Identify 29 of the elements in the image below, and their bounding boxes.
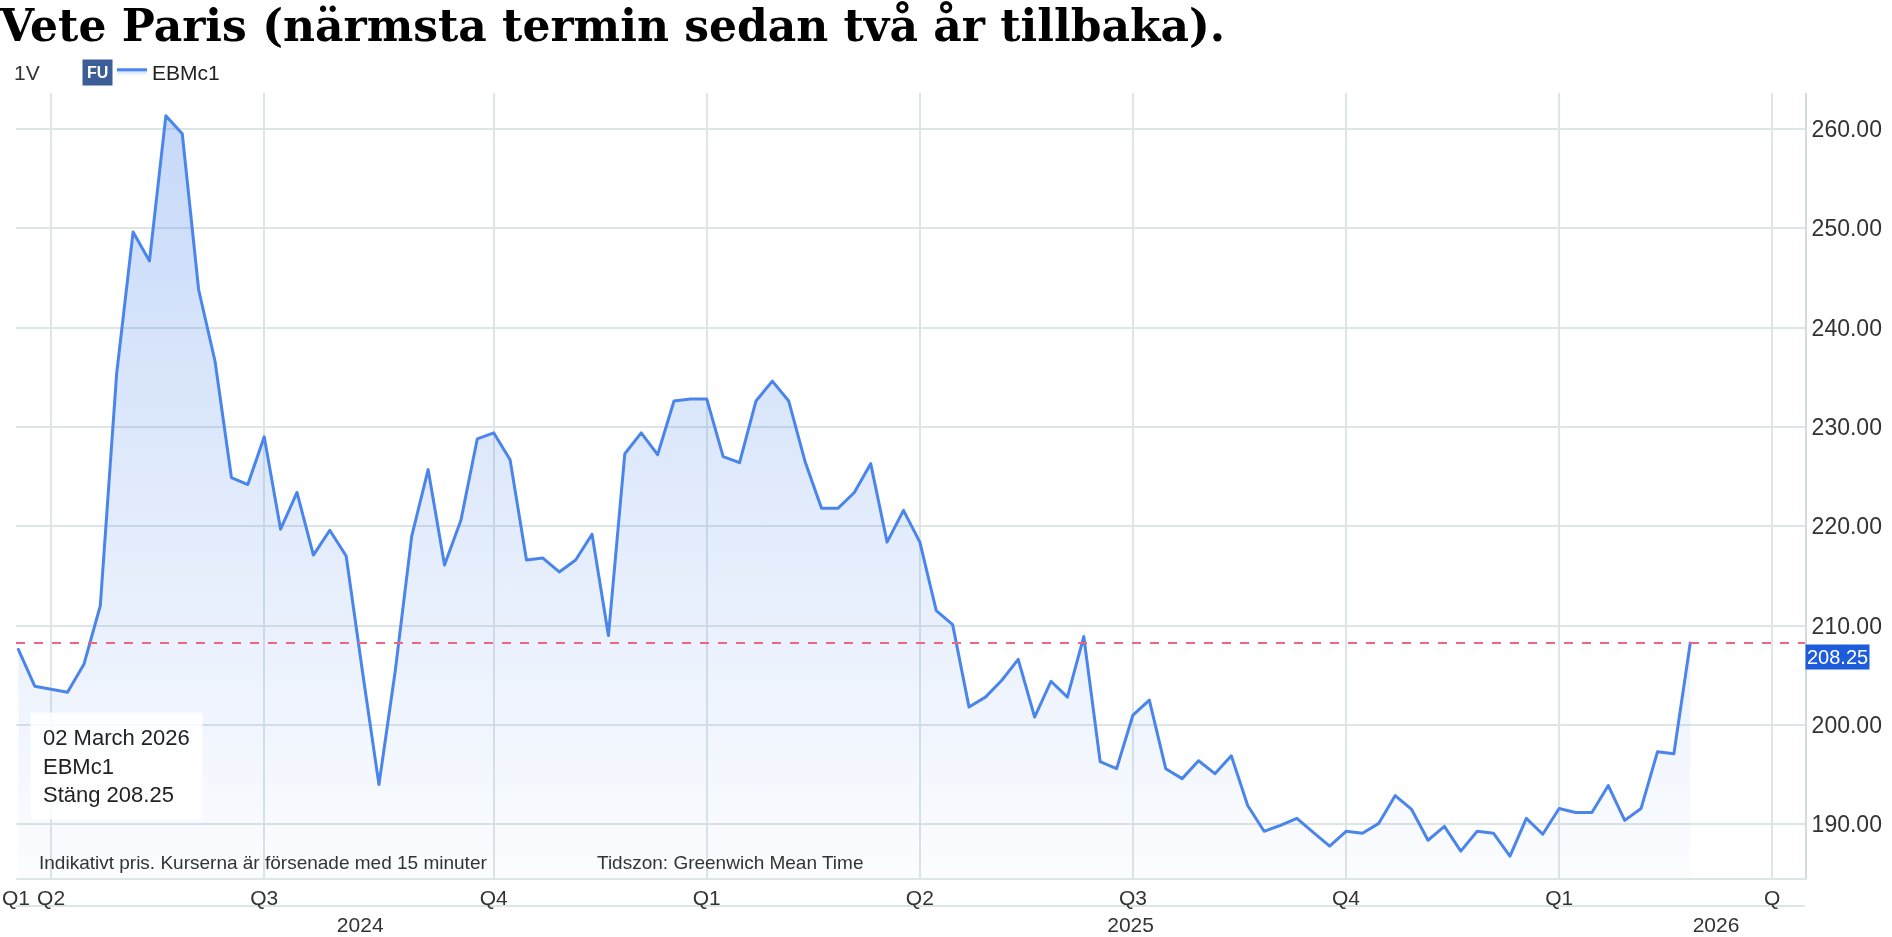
x2-tick-label: 2025 (1107, 913, 1154, 937)
x-tick-label: Q4 (1332, 886, 1361, 910)
legend-label: EBMc1 (152, 60, 220, 84)
x-tick-label: Q4 (479, 886, 509, 910)
x2-tick-label: 2024 (336, 913, 384, 937)
y-tick-label: 200.00 (1811, 712, 1882, 739)
annotation: Indikativt pris. Kurserna är försenade med 15 minuter (39, 852, 488, 873)
ref-line-label: 208.25 (1807, 646, 1869, 668)
x-tick-label: Q2 (905, 886, 934, 910)
y-tick-label: 240.00 (1811, 314, 1882, 341)
y-tick-label: 220.00 (1811, 513, 1882, 540)
text: FU (87, 64, 109, 81)
annotation: 02 March 2026 EBMc1 Stäng 208.25 (43, 725, 190, 808)
x-tick-label: Q3 (250, 886, 279, 910)
chart-title: Vete Paris (närmsta termin sedan två år tillbaka). (0, 0, 1226, 52)
y-tick-label: 190.00 (1811, 811, 1882, 838)
x-tick-label: Q (1764, 886, 1781, 910)
text: 1V (14, 61, 40, 84)
y-tick-label: 230.00 (1811, 413, 1882, 440)
annotation: Tidszon: Greenwich Mean Time (597, 852, 864, 873)
x-tick-label: Q3 (1118, 886, 1147, 910)
y-tick-label: 260.00 (1811, 115, 1882, 142)
x-tick-label: Q1 (1545, 886, 1574, 910)
y-tick-label: 210.00 (1811, 612, 1882, 639)
y-tick-label: 250.00 (1811, 215, 1882, 242)
x-tick-label: Q1 (1, 886, 31, 910)
x2-tick-label: 2026 (1692, 913, 1740, 937)
x-tick-label: Q2 (37, 886, 66, 910)
x-tick-label: Q1 (692, 886, 721, 910)
